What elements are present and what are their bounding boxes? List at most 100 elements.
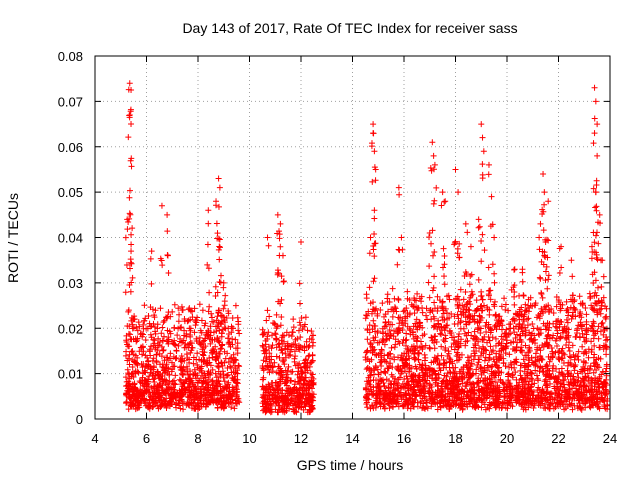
data-point [232,356,239,363]
data-point [274,393,281,400]
data-point [131,381,138,388]
data-point [209,349,216,356]
data-point [463,379,470,386]
data-point [366,322,373,329]
data-point [274,383,281,390]
data-point [180,380,187,387]
data-point [201,337,208,344]
data-point [163,405,170,412]
data-point [550,310,557,317]
data-point [445,348,452,355]
data-point [450,365,457,372]
data-point [201,372,208,379]
data-point [259,364,266,371]
x-tick-label: 22 [551,431,565,446]
data-point [229,384,236,391]
data-point [148,384,155,391]
data-point [282,343,289,350]
data-point [212,370,219,377]
data-point [213,398,220,405]
data-point [205,376,212,383]
data-point [522,342,529,349]
data-point [578,325,585,332]
data-point [260,365,267,372]
data-point [141,390,148,397]
data-point [134,405,141,412]
data-point [231,362,238,369]
data-point [307,398,314,405]
data-point [172,381,179,388]
data-point [569,406,576,413]
data-point [277,376,284,383]
data-point [165,357,172,364]
data-point [136,392,143,399]
data-point [266,356,273,363]
data-point [215,363,222,370]
data-point [150,355,157,362]
data-point [267,409,274,416]
x-tick-label: 4 [91,431,98,446]
data-point [155,390,162,397]
data-point [200,352,207,359]
data-point [177,405,184,412]
data-point [231,373,238,380]
data-point [552,337,559,344]
data-point [167,313,174,320]
data-point [129,401,136,408]
data-point [294,402,301,409]
data-point [165,400,172,407]
data-point [189,308,196,315]
data-point [184,318,191,325]
data-point [296,373,303,380]
data-point [141,302,148,309]
data-point [168,359,175,366]
data-point [159,324,166,331]
data-point [428,334,435,341]
data-point [197,327,204,334]
data-point [233,393,240,400]
data-point [140,325,147,332]
data-point [217,320,224,327]
data-point [217,388,224,395]
data-point [412,355,419,362]
data-point [297,394,304,401]
data-point [261,347,268,354]
data-point [446,328,453,335]
data-point [186,305,193,312]
data-point [513,331,520,338]
data-point [153,351,160,358]
data-point [278,346,285,353]
data-point [283,329,290,336]
data-point [190,390,197,397]
data-point [267,398,274,405]
data-point [223,315,230,322]
data-point [381,341,388,348]
data-point [285,352,292,359]
data-point [184,371,191,378]
data-point [272,390,279,397]
data-point [204,384,211,391]
data-point [177,335,184,342]
data-point [218,342,225,349]
data-point [203,331,210,338]
data-point [600,324,607,331]
data-point [228,329,235,336]
x-axis-label: GPS time / hours [297,457,404,473]
data-point [196,334,203,341]
data-point [502,363,509,370]
data-point [183,333,190,340]
data-point [477,329,484,336]
data-point [308,328,315,335]
data-point [145,402,152,409]
data-point [190,360,197,367]
data-point [163,314,170,321]
data-point [196,339,203,346]
data-point [199,307,206,314]
data-point [288,389,295,396]
data-point [122,374,129,381]
data-point [198,317,205,324]
data-point [128,371,135,378]
data-point [184,341,191,348]
data-point [495,313,502,320]
data-point [522,301,529,308]
